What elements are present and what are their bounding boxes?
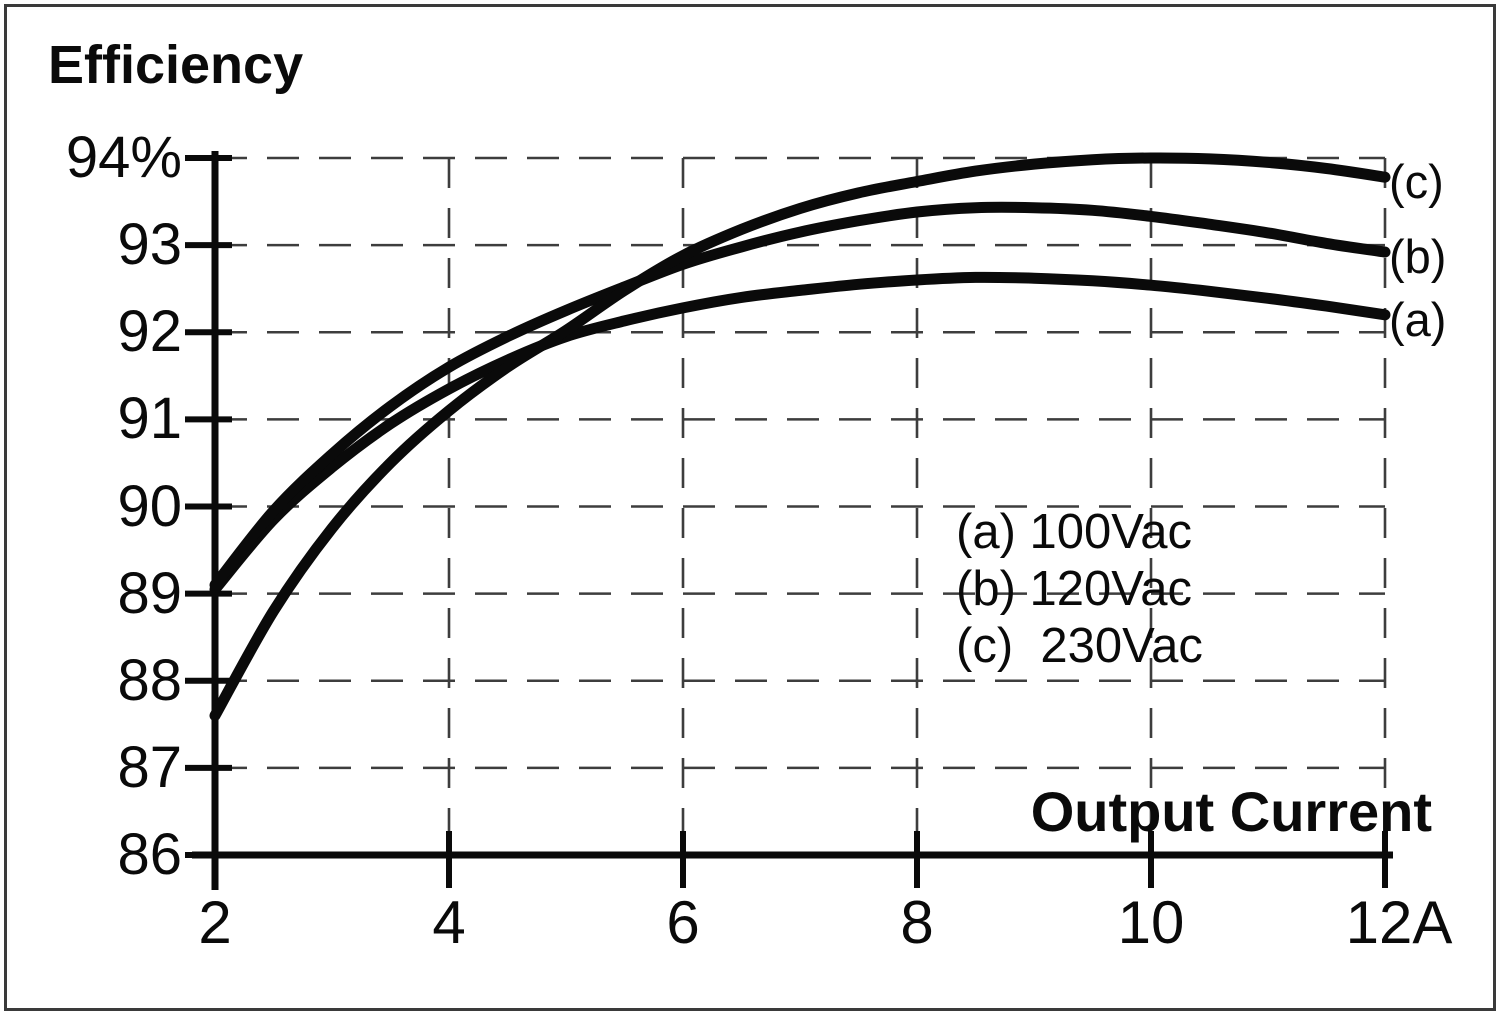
curve-end-label-c: (c) bbox=[1389, 155, 1444, 209]
x-tick-label: 12A bbox=[1345, 889, 1453, 956]
y-tick-label: 92 bbox=[117, 299, 182, 365]
y-tick-label: 89 bbox=[117, 560, 182, 626]
chart-title: Efficiency bbox=[48, 35, 304, 95]
x-tick-label: 8 bbox=[900, 889, 934, 956]
efficiency-curve-c bbox=[209, 152, 1391, 722]
curve-end-label-a: (a) bbox=[1389, 292, 1447, 346]
legend: (a) 100Vac (b) 120Vac (c) 230Vac bbox=[956, 504, 1203, 675]
legend-entry: (a) 100Vac bbox=[956, 505, 1193, 559]
y-tick-label: 94% bbox=[65, 125, 182, 190]
y-tick-label: 86 bbox=[117, 822, 182, 887]
efficiency-curve-b bbox=[209, 201, 1391, 591]
y-tick-label: 93 bbox=[117, 212, 182, 278]
x-axis-title: Output Current bbox=[1030, 780, 1432, 843]
x-tick-label: 6 bbox=[666, 889, 700, 956]
x-tick-label: 2 bbox=[198, 889, 232, 956]
efficiency-curve-a bbox=[209, 271, 1391, 595]
y-tick-label: 87 bbox=[117, 734, 182, 800]
legend-entry: (b) 120Vac bbox=[956, 562, 1193, 616]
y-tick-label: 91 bbox=[117, 386, 182, 452]
curve-end-label-b: (b) bbox=[1389, 230, 1447, 284]
legend-entry: (c) 230Vac bbox=[956, 619, 1203, 673]
x-tick-label: 10 bbox=[1117, 889, 1185, 956]
x-tick-label: 4 bbox=[432, 889, 466, 956]
y-tick-label: 90 bbox=[117, 473, 182, 539]
y-tick-label: 88 bbox=[117, 647, 182, 713]
